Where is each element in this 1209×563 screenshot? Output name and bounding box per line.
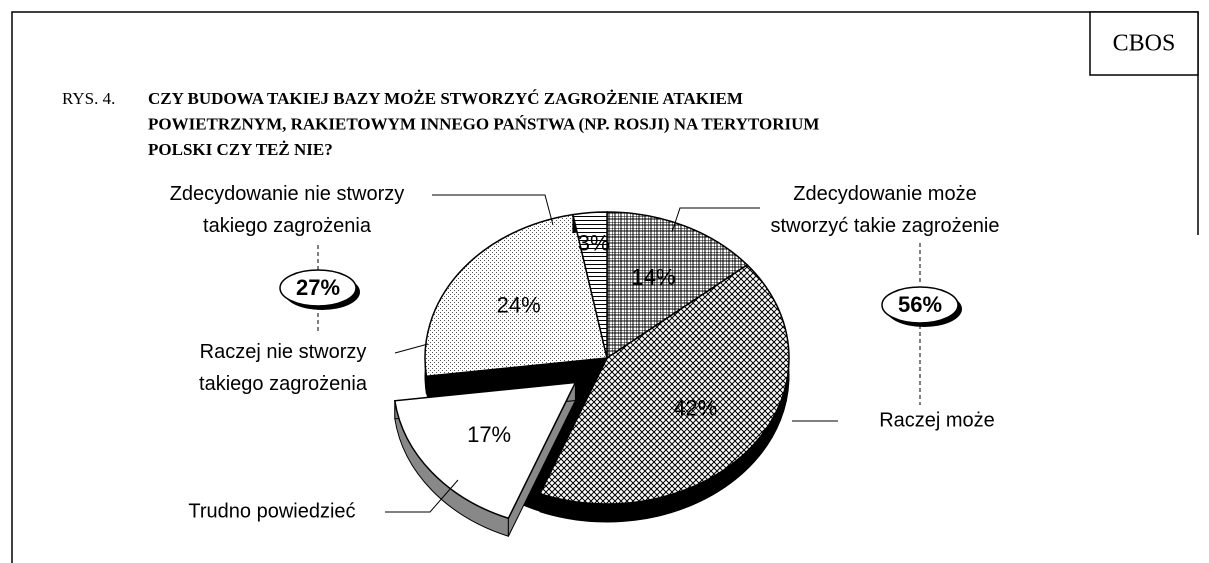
slice <box>424 213 608 378</box>
slice <box>571 211 608 359</box>
group-total: 27% <box>296 275 340 300</box>
category-label: Trudno powiedzieć <box>188 500 355 522</box>
leader-line <box>671 207 760 233</box>
leader-line <box>394 343 429 354</box>
value-label: 24% <box>497 292 541 317</box>
leader-line <box>432 194 554 226</box>
value-label: 42% <box>673 395 717 420</box>
category-label: Raczej nie stworzy takiego zagrożenia <box>199 341 368 395</box>
group-badge <box>279 269 357 307</box>
slice <box>393 381 577 520</box>
source-box <box>1089 11 1199 76</box>
value-label: 14% <box>631 265 675 290</box>
source: CBOS <box>1113 31 1176 57</box>
category-label: Raczej może <box>879 409 995 431</box>
slice <box>606 211 749 360</box>
figure-label: RYS. 4. <box>62 89 115 108</box>
value-label: 3% <box>578 230 610 255</box>
slice <box>538 263 790 505</box>
group-badge <box>881 286 959 324</box>
category-label: Zdecydowanie może stworzyć takie zagrożen… <box>771 183 1000 237</box>
group-total: 56% <box>898 292 942 317</box>
category-label: Zdecydowanie nie stworzy takiego zagrożen… <box>170 183 405 237</box>
value-label: 17% <box>467 422 511 447</box>
chart-title: CZY BUDOWA TAKIEJ BAZY MOŻE STWORZYĆ ZAG… <box>148 89 819 159</box>
leader-line <box>385 479 459 513</box>
frame <box>11 11 1199 563</box>
